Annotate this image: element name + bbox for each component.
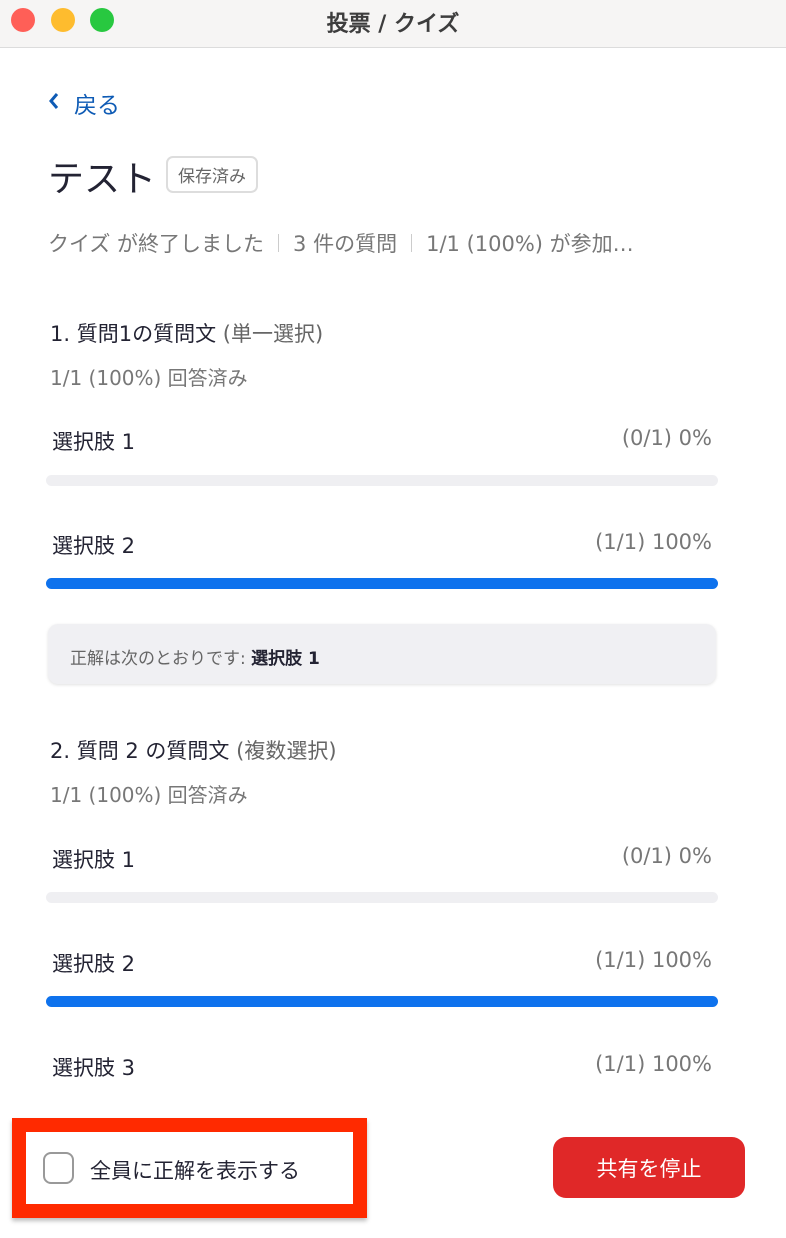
question-type: (単一選択): [222, 322, 324, 346]
option-label: 選択肢 2: [52, 952, 136, 976]
divider: [411, 234, 413, 252]
option-row: 選択肢 2 (1/1) 100%: [52, 530, 712, 560]
option-result: (0/1) 0%: [621, 426, 712, 450]
option-result: (1/1) 100%: [595, 948, 712, 972]
show-answers-label[interactable]: 全員に正解を表示する: [90, 1159, 300, 1183]
show-answers-checkbox[interactable]: [43, 1152, 74, 1184]
option-result: (0/1) 0%: [621, 844, 712, 868]
question-title: 1. 質問1の質問文 (単一選択): [50, 318, 323, 348]
minimize-window-button[interactable]: [51, 8, 75, 32]
chevron-left-icon: [48, 90, 60, 116]
answered-count: 1/1 (100%) 回答済み: [50, 783, 248, 807]
quiz-title: テスト: [48, 159, 157, 200]
option-row: 選択肢 3 (1/1) 100%: [52, 1052, 712, 1082]
option-progress-bar: [46, 892, 718, 903]
option-label: 選択肢 1: [52, 848, 136, 872]
question-text: 2. 質問 2 の質問文: [50, 739, 230, 763]
quiz-meta: クイズ が終了しました 3 件の質問 1/1 (100%) が参加…: [48, 228, 634, 258]
question-text: 1. 質問1の質問文: [50, 322, 217, 346]
title-bar: 投票 / クイズ: [0, 0, 786, 48]
option-label: 選択肢 3: [52, 1056, 136, 1080]
back-button[interactable]: 戻る: [48, 86, 120, 120]
highlight-box: [12, 1118, 367, 1218]
correct-prefix: 正解は次のとおりです:: [70, 649, 252, 669]
option-row: 選択肢 1 (0/1) 0%: [52, 426, 712, 456]
saved-badge: 保存済み: [166, 156, 258, 193]
progress-fill: [46, 578, 718, 589]
divider: [278, 234, 280, 252]
participation: 1/1 (100%) が参加…: [426, 232, 634, 256]
option-row: 選択肢 1 (0/1) 0%: [52, 844, 712, 874]
option-result: (1/1) 100%: [595, 530, 712, 554]
option-result: (1/1) 100%: [595, 1052, 712, 1076]
correct-answer: 選択肢 1: [251, 649, 320, 669]
zoom-window-button[interactable]: [90, 8, 114, 32]
option-label: 選択肢 2: [52, 534, 136, 558]
option-label: 選択肢 1: [52, 430, 136, 454]
correct-answer-box: 正解は次のとおりです: 選択肢 1: [48, 624, 716, 684]
option-progress-bar: [46, 475, 718, 486]
stop-sharing-button[interactable]: 共有を停止: [553, 1137, 745, 1198]
window-title: 投票 / クイズ: [326, 12, 460, 37]
progress-fill: [46, 996, 718, 1007]
option-progress-bar: [46, 996, 718, 1007]
option-row: 選択肢 2 (1/1) 100%: [52, 948, 712, 978]
answered-count: 1/1 (100%) 回答済み: [50, 366, 248, 390]
question-title: 2. 質問 2 の質問文 (複数選択): [50, 735, 337, 765]
back-label: 戻る: [74, 93, 120, 119]
question-count: 3 件の質問: [293, 232, 398, 256]
question-type: (複数選択): [236, 739, 337, 763]
option-progress-bar: [46, 578, 718, 589]
quiz-status: クイズ が終了しました: [48, 232, 265, 256]
close-window-button[interactable]: [11, 8, 35, 32]
